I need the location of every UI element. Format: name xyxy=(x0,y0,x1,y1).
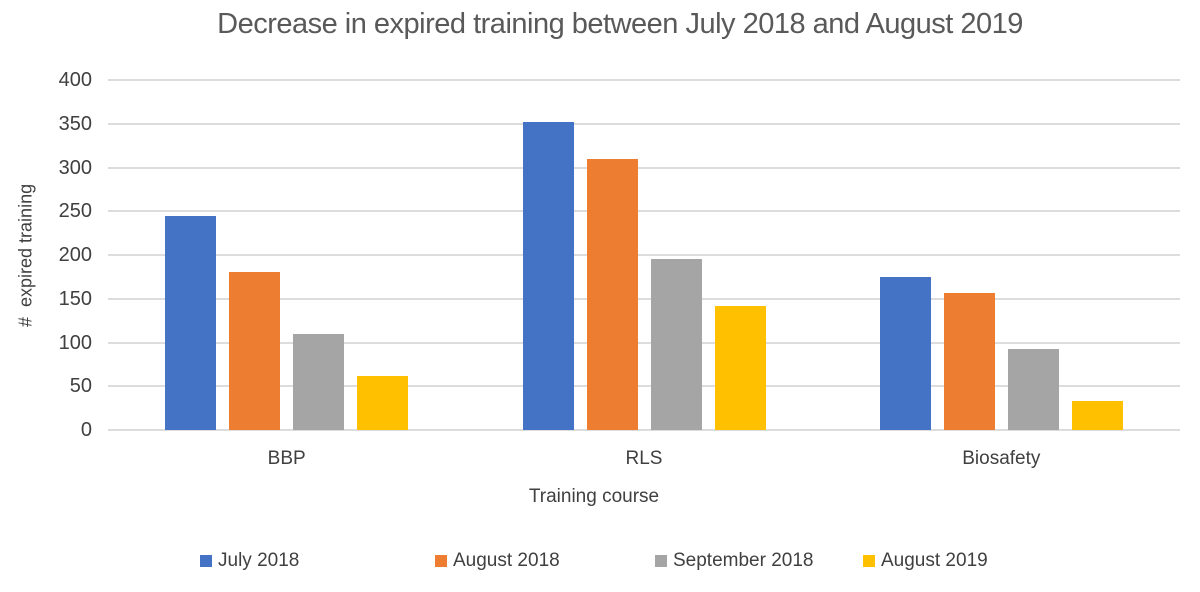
legend-swatch xyxy=(655,555,667,567)
y-tick-label: 400 xyxy=(58,69,92,91)
legend-item: July 2018 xyxy=(200,550,299,572)
gridline xyxy=(108,254,1180,256)
gridline xyxy=(108,341,1180,344)
bar xyxy=(293,333,345,430)
x-category-label: RLS xyxy=(625,448,663,469)
bar xyxy=(165,215,217,430)
legend-item: September 2018 xyxy=(655,550,814,572)
bar-group xyxy=(165,215,409,430)
gridline xyxy=(108,297,1180,300)
gridline xyxy=(108,210,1180,213)
x-category-label: BBP xyxy=(267,448,306,469)
bar-group xyxy=(879,276,1123,430)
bar xyxy=(229,271,281,430)
x-category-label: Biosafety xyxy=(962,448,1041,469)
legend-swatch xyxy=(200,555,212,567)
bar xyxy=(586,158,638,430)
plot-area xyxy=(108,79,1180,431)
y-tick-label: 300 xyxy=(58,156,92,179)
y-tick-label: 150 xyxy=(58,287,92,310)
legend-label: August 2018 xyxy=(453,550,560,571)
bar xyxy=(1007,348,1059,430)
y-tick-label: 200 xyxy=(58,244,92,266)
legend: July 2018 August 2018 September 2018 August… xyxy=(0,550,1200,576)
gridline xyxy=(108,79,1180,81)
chart-title: Decrease in expired training between Jul… xyxy=(217,8,1023,40)
bar-group xyxy=(522,122,766,430)
x-axis-category-labels: BBP RLS Biosafety xyxy=(108,448,1180,470)
gridline xyxy=(108,166,1180,169)
y-tick-label: 100 xyxy=(58,331,92,354)
bar xyxy=(714,305,766,430)
gridline xyxy=(108,385,1180,388)
bar xyxy=(943,292,995,430)
legend-label: September 2018 xyxy=(673,550,814,571)
y-tick-label: 250 xyxy=(58,200,92,223)
legend-label: July 2018 xyxy=(218,550,300,571)
gridline xyxy=(108,429,1180,431)
bar xyxy=(522,122,574,430)
x-axis-title: Training course xyxy=(528,486,660,507)
bar xyxy=(357,375,409,430)
legend-swatch xyxy=(863,555,875,567)
legend-item: August 2018 xyxy=(435,550,560,572)
gridline xyxy=(108,122,1180,125)
bar xyxy=(1071,401,1123,430)
legend-item: August 2019 xyxy=(863,550,988,572)
y-tick-label: 0 xyxy=(80,419,92,441)
legend-swatch xyxy=(435,555,447,567)
bar xyxy=(879,276,931,430)
y-tick-label: 350 xyxy=(58,112,92,135)
bar xyxy=(650,259,702,430)
y-tick-label: 50 xyxy=(69,375,92,398)
legend-label: August 2019 xyxy=(881,550,988,571)
